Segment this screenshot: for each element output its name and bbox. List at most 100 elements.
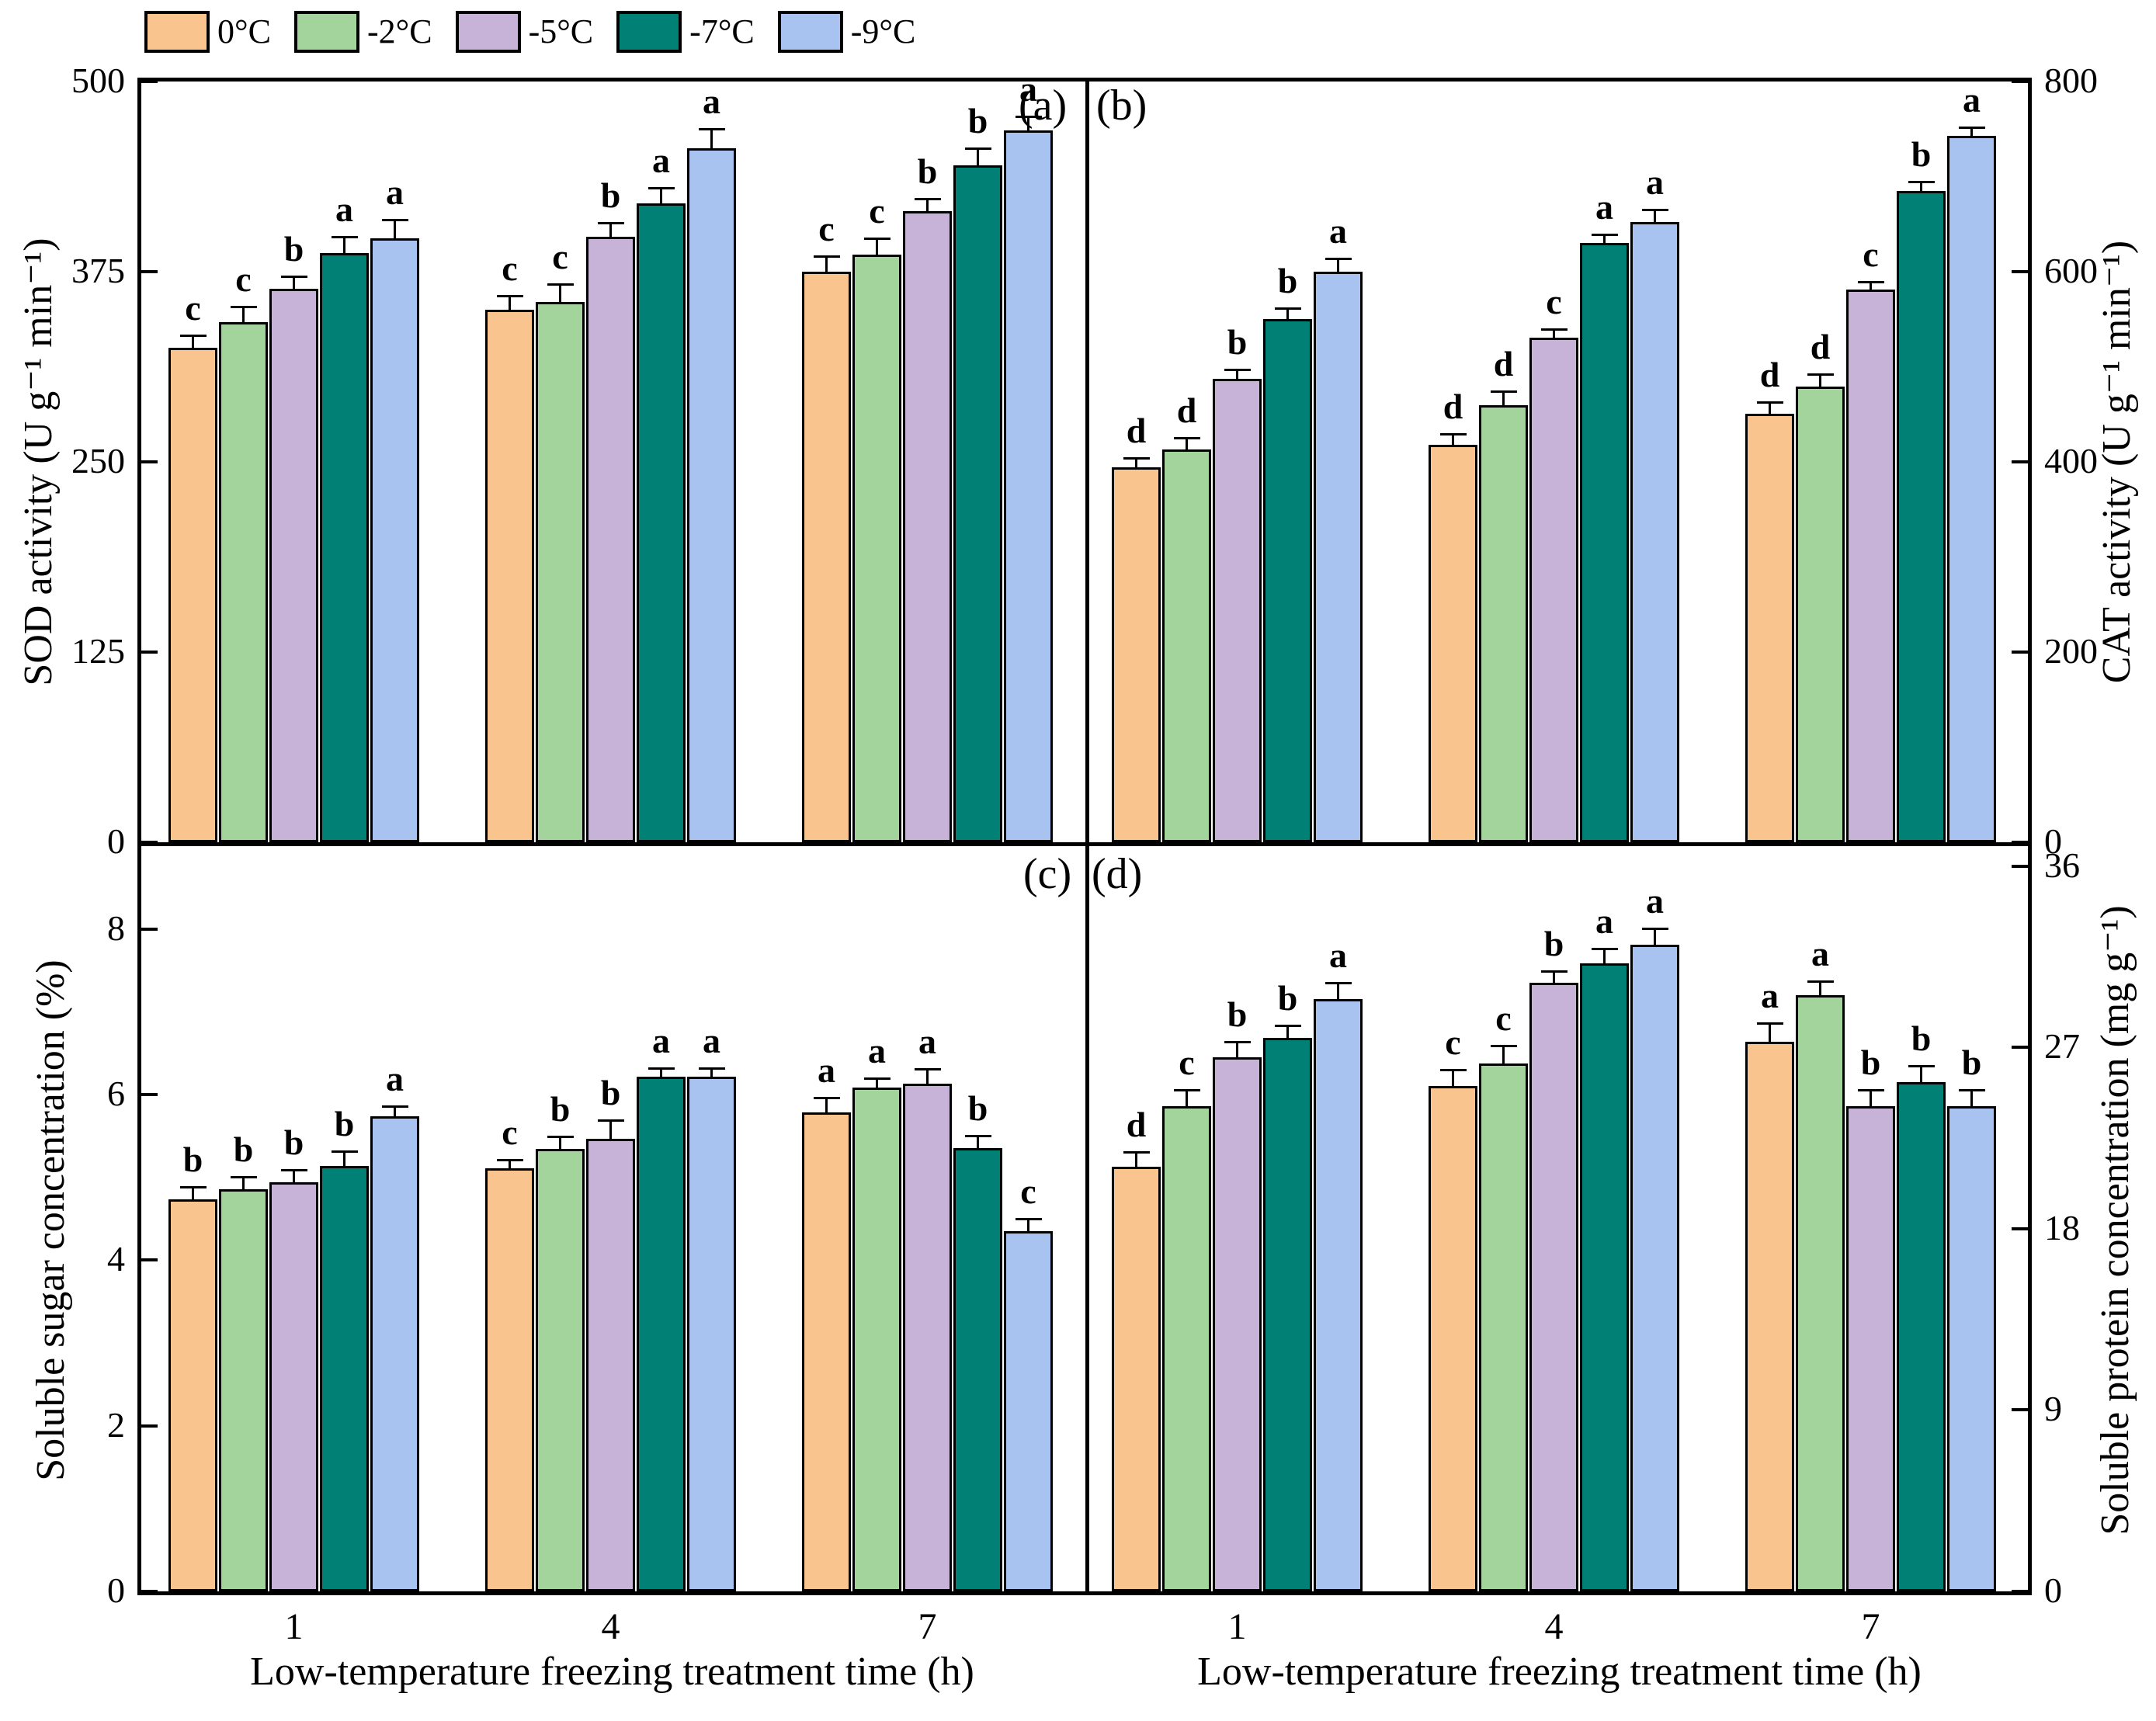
- y-tick: [2012, 1408, 2032, 1412]
- error-bar: [1337, 983, 1339, 1000]
- significance-letter: a: [1329, 935, 1347, 976]
- bar-b--9°C-t7: [1947, 135, 1996, 842]
- bar-d--5°C-t4: [1529, 983, 1578, 1591]
- y-tick-label: 375: [71, 251, 125, 291]
- error-bar: [1870, 1089, 1872, 1106]
- error-bar: [559, 283, 561, 303]
- y-tick: [137, 1093, 158, 1096]
- y-tick-label: 0: [107, 1570, 125, 1611]
- significance-letter: b: [600, 175, 621, 216]
- y-tick: [2012, 841, 2032, 844]
- panel-divider-bottom: [1085, 846, 1089, 1595]
- y-tick: [2012, 460, 2032, 463]
- significance-letter: c: [235, 259, 252, 300]
- bar-a--7°C-t7: [953, 165, 1002, 842]
- error-bar: [1553, 970, 1555, 984]
- error-bar-cap: [1857, 281, 1884, 284]
- y-tick-label: 125: [71, 631, 125, 671]
- error-bar-cap: [1274, 1024, 1301, 1027]
- panel-label-d: (d): [1092, 850, 1143, 898]
- bar-c--7°C-t7: [953, 1148, 1002, 1591]
- bar-a--7°C-t1: [320, 253, 369, 842]
- error-bar: [1920, 181, 1922, 191]
- significance-letter: a: [703, 1020, 720, 1060]
- y-tick: [137, 80, 158, 83]
- error-bar-cap: [331, 235, 358, 238]
- y-tick-label: 200: [2044, 631, 2098, 671]
- error-bar: [1502, 1045, 1505, 1064]
- error-bar: [293, 1170, 295, 1183]
- bar-c--5°C-t1: [269, 1182, 318, 1591]
- error-bar-cap: [179, 335, 207, 338]
- significance-letter: d: [1126, 411, 1147, 451]
- panel-d: 0 9 18 27 36 d c a c c a b b b b a b a a b 1 4 7: [1087, 846, 2080, 1646]
- error-bar: [1135, 1152, 1137, 1167]
- error-bar: [1452, 1070, 1454, 1086]
- error-bar: [1970, 127, 1973, 136]
- significance-letter: a: [386, 1058, 404, 1098]
- bar-b--9°C-t4: [1630, 222, 1679, 842]
- significance-letter: a: [1761, 976, 1779, 1016]
- significance-letter: c: [502, 1112, 518, 1153]
- significance-letter: d: [1810, 327, 1831, 367]
- significance-letter: c: [185, 288, 201, 328]
- error-bar-cap: [381, 219, 408, 222]
- significance-letter: b: [1911, 134, 1932, 174]
- panel-label-b: (b): [1096, 82, 1147, 130]
- significance-letter: b: [917, 151, 938, 191]
- bar-c--9°C-t7: [1004, 1231, 1053, 1591]
- significance-letter: c: [1546, 281, 1562, 321]
- error-bar-cap: [597, 222, 624, 225]
- error-bar: [1502, 391, 1505, 405]
- error-bar-cap: [1324, 257, 1352, 260]
- y-tick: [137, 1258, 158, 1262]
- error-bar-cap: [1224, 369, 1251, 372]
- error-bar: [293, 276, 295, 289]
- error-bar: [825, 256, 828, 272]
- error-bar: [1337, 258, 1339, 272]
- significance-letter: b: [1860, 1042, 1881, 1082]
- bar-d--5°C-t1: [1213, 1057, 1262, 1591]
- panel-b: 0 200 400 600 800 d d d d d d b c c b a b a a a: [1087, 63, 2098, 859]
- bar-a--9°C-t4: [687, 148, 736, 842]
- error-bar: [343, 1150, 345, 1166]
- error-bar: [876, 1077, 878, 1088]
- error-bar: [1819, 374, 1821, 387]
- error-bar-cap: [1324, 982, 1352, 985]
- error-bar: [876, 238, 878, 255]
- bar-a--7°C-t4: [637, 203, 686, 842]
- significance-letter: b: [1961, 1042, 1982, 1082]
- error-bar-cap: [496, 1159, 523, 1162]
- y-axis-title-sod: SOD activity (U g⁻¹ min⁻¹): [16, 238, 61, 686]
- error-bar-cap: [863, 1077, 891, 1080]
- significance-letter: a: [818, 1050, 835, 1091]
- x-tick-label: 7: [918, 1606, 937, 1647]
- error-bar-cap: [1807, 980, 1834, 983]
- legend-swatch: [455, 11, 521, 53]
- error-bar-cap: [547, 1136, 574, 1139]
- error-bar: [509, 1160, 511, 1168]
- bar-d--9°C-t4: [1630, 945, 1679, 1591]
- bar-b--2°C-t1: [1162, 449, 1211, 842]
- bar-c--2°C-t4: [536, 1149, 585, 1591]
- y-tick: [2012, 1590, 2032, 1593]
- error-bar-cap: [597, 1119, 624, 1122]
- significance-letter: d: [1176, 390, 1197, 431]
- error-bar-cap: [647, 1067, 675, 1070]
- bar-d--9°C-t7: [1947, 1105, 1996, 1591]
- error-bar: [1920, 1065, 1922, 1082]
- error-bar: [977, 1136, 979, 1149]
- legend-item--7°C: -7°C: [616, 11, 755, 53]
- legend-item--9°C: -9°C: [777, 11, 915, 53]
- x-tick-label: 1: [1227, 1606, 1247, 1647]
- y-tick-label: 9: [2044, 1389, 2062, 1429]
- bar-d-0°C-t4: [1429, 1085, 1477, 1591]
- error-bar-cap: [1123, 457, 1150, 460]
- y-tick: [137, 651, 158, 654]
- error-bar-cap: [1908, 1064, 1935, 1067]
- bar-c--7°C-t1: [320, 1165, 369, 1591]
- y-tick-label: 400: [2044, 441, 2098, 481]
- y-tick-label: 4: [107, 1239, 125, 1279]
